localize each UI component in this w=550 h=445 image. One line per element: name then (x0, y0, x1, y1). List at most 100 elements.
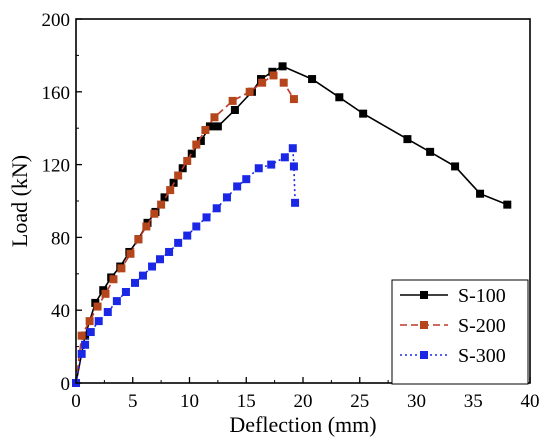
series-2 (72, 71, 298, 387)
data-point-marker (192, 222, 201, 231)
series-line (75, 74, 295, 384)
legend-entries: S-100 S-200 S-300 (400, 285, 506, 367)
x-tick-label: 40 (521, 391, 540, 412)
series-3 (72, 144, 300, 387)
data-point-marker (131, 278, 140, 287)
data-point-marker (174, 238, 183, 247)
data-point-marker (77, 331, 86, 340)
x-tick-label: 5 (128, 391, 138, 412)
legend-marker (420, 291, 428, 299)
y-tick-label: 80 (51, 228, 70, 249)
data-point-marker (112, 297, 121, 306)
legend-label: S-100 (458, 285, 506, 307)
data-point-marker (183, 156, 192, 165)
y-tick-label: 0 (61, 374, 71, 395)
data-point-marker (85, 317, 94, 326)
legend-box (391, 279, 529, 385)
data-point-marker (138, 271, 147, 280)
y-axis-title: Load (kN) (7, 155, 32, 247)
data-point-marker (278, 62, 287, 71)
data-point-marker (94, 317, 103, 326)
data-point-marker (289, 95, 298, 104)
legend-label: S-200 (458, 315, 506, 337)
data-point-marker (254, 164, 263, 173)
data-point-marker (201, 126, 210, 135)
plot-frame (75, 18, 531, 384)
data-point-marker (155, 255, 164, 264)
data-point-marker (165, 247, 174, 256)
legend-marker (420, 321, 428, 329)
data-point-marker (77, 349, 86, 358)
data-point-marker (192, 140, 201, 149)
data-point-marker (242, 175, 251, 184)
data-point-marker (230, 106, 239, 114)
data-point-marker (451, 162, 460, 171)
data-point-marker (103, 308, 112, 317)
ticks-layer: 0 5 10 15 20 25 30 35 40 0 40 80 120 160 200 (42, 10, 540, 412)
data-point-marker (291, 198, 300, 207)
data-point-marker (476, 189, 485, 198)
data-point-marker (142, 222, 151, 231)
data-point-marker (426, 147, 435, 156)
x-tick-label: 30 (407, 391, 426, 412)
y-tick-label: 160 (42, 83, 71, 104)
y-tick-label: 40 (51, 301, 70, 322)
data-point-marker (359, 109, 368, 118)
data-point-marker (121, 288, 130, 296)
series-layer (72, 62, 512, 387)
data-point-marker (86, 328, 95, 337)
y-tick-label: 200 (42, 10, 71, 31)
x-tick-label: 20 (294, 391, 313, 412)
data-point-marker (280, 153, 289, 162)
data-point-marker (166, 186, 175, 195)
data-point-marker (157, 200, 166, 209)
legend-entry: S-100 (400, 285, 506, 307)
data-point-marker (109, 275, 118, 284)
data-point-marker (210, 113, 219, 122)
data-point-marker (101, 289, 110, 298)
x-tick-label: 10 (180, 391, 199, 412)
data-point-marker (150, 209, 159, 218)
x-tick-label: 35 (464, 391, 483, 412)
data-point-marker (269, 71, 278, 80)
data-point-marker (117, 264, 126, 273)
data-point-marker (183, 231, 192, 240)
data-point-marker (93, 302, 102, 311)
data-point-marker (308, 75, 317, 84)
data-point-marker (134, 235, 143, 244)
data-point-marker (503, 200, 512, 209)
data-point-marker (403, 135, 412, 144)
legend-marker (420, 351, 428, 359)
data-point-marker (335, 93, 344, 102)
legend-entry: S-200 (400, 315, 506, 337)
data-point-marker (228, 96, 237, 105)
x-tick-label: 0 (71, 391, 81, 412)
data-point-marker (233, 182, 242, 191)
data-point-marker (279, 78, 288, 87)
data-point-marker (212, 204, 221, 213)
data-point-marker (174, 171, 183, 180)
legend-entry: S-300 (400, 345, 506, 367)
x-tick-label: 15 (237, 391, 256, 412)
data-point-marker (205, 122, 214, 131)
data-point-marker (267, 160, 276, 169)
x-axis-title: Deflection (mm) (229, 412, 376, 437)
data-point-marker (213, 122, 222, 131)
data-point-marker (289, 162, 298, 171)
data-point-marker (81, 340, 90, 349)
series-line (75, 146, 296, 384)
y-tick-label: 120 (42, 156, 71, 177)
data-point-marker (160, 193, 169, 202)
data-point-marker (148, 262, 157, 271)
legend-label: S-300 (458, 345, 506, 367)
data-point-marker (288, 144, 297, 153)
data-point-marker (202, 213, 211, 222)
x-tick-label: 25 (350, 391, 369, 412)
data-point-marker (126, 249, 135, 258)
data-point-marker (187, 149, 196, 158)
data-point-marker (245, 87, 254, 96)
legend: S-100 S-200 S-300 (391, 279, 529, 385)
data-point-marker (196, 136, 205, 145)
data-point-marker (222, 193, 231, 202)
